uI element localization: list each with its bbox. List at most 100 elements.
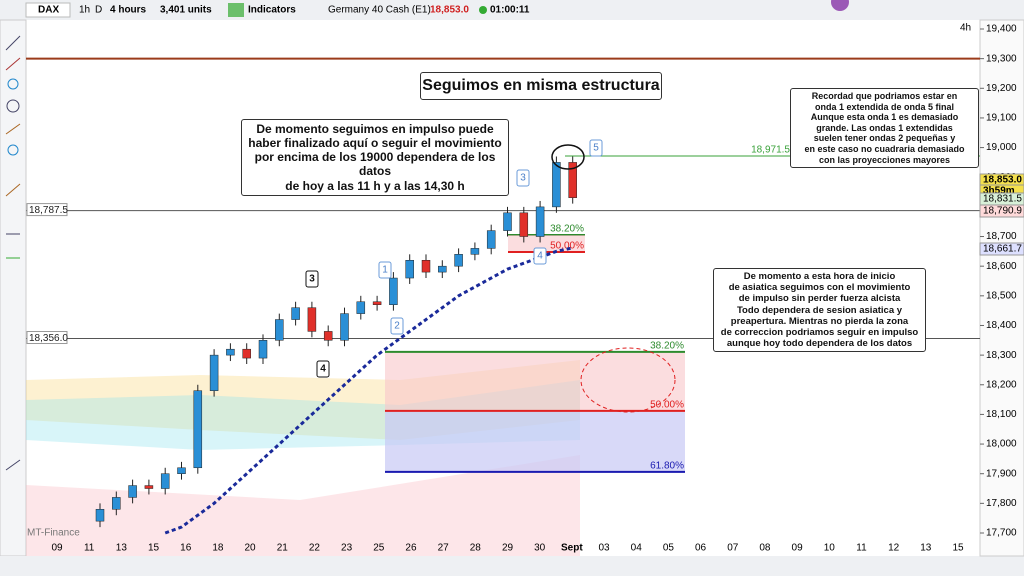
- tool-icon[interactable]: [5, 123, 21, 135]
- band: [26, 455, 580, 556]
- level-label: 18,787.5: [29, 205, 68, 216]
- y-axis-panel: [979, 19, 1024, 557]
- level-label: 18,971.5: [751, 145, 790, 156]
- y-tick-label: 19,000: [986, 142, 1017, 153]
- candle-body: [323, 331, 333, 341]
- candle-body: [535, 206, 545, 237]
- x-tick-label: 10: [824, 543, 836, 554]
- candle-body: [503, 212, 512, 231]
- note-line: preapertura. Mientras no pierda la zona: [730, 315, 909, 327]
- x-tick-label: 03: [598, 543, 610, 554]
- note-line: haber finalizado aquí o seguir el movimi…: [248, 136, 502, 151]
- candle-body: [356, 301, 366, 314]
- price-label-box: [979, 204, 1024, 218]
- tool-icon[interactable]: [5, 183, 21, 197]
- candle-body: [291, 307, 300, 320]
- note-line: de asiatica seguimos con el movimiento: [728, 282, 911, 294]
- y-tick-label: 18,000: [986, 439, 1017, 450]
- fib-label: 38.20%: [550, 224, 584, 235]
- tool-icon[interactable]: [7, 78, 19, 90]
- fib-zone: [385, 351, 685, 411]
- bottom-toolbar: [0, 556, 1024, 576]
- indicators-icon[interactable]: [228, 3, 244, 17]
- period[interactable]: 1h: [79, 5, 90, 16]
- price-label: 18,853.0: [983, 175, 1022, 186]
- wave-box: [533, 247, 547, 265]
- note-line: suelen tener ondas 2 pequeñas y: [813, 133, 956, 144]
- y-tick-label: 18,700: [986, 231, 1017, 242]
- candle-body: [405, 259, 414, 279]
- x-tick-label: 15: [148, 543, 160, 554]
- candle-body: [372, 301, 382, 305]
- target-zone: [580, 347, 676, 413]
- candle-body: [340, 313, 349, 341]
- wave-box: [378, 261, 392, 279]
- y-tick-label: 17,800: [986, 498, 1017, 509]
- candle-body: [177, 467, 186, 474]
- fib-zone: [508, 235, 585, 252]
- candle-body: [242, 348, 251, 359]
- candle-body: [258, 340, 268, 359]
- candle-body: [552, 162, 561, 208]
- price-label: 3h59m: [983, 186, 1015, 197]
- tool-icon[interactable]: [7, 144, 19, 156]
- x-tick-label: 09: [792, 543, 804, 554]
- x-tick-label: 16: [180, 543, 192, 554]
- instrument: Germany 40 Cash (E1): [328, 5, 431, 16]
- x-tick-label: 05: [663, 543, 675, 554]
- timeframe[interactable]: 4 hours: [110, 5, 147, 16]
- wave-label: 5: [593, 143, 599, 154]
- y-tick-label: 19,300: [986, 53, 1017, 64]
- timeframe-label: 4h: [960, 23, 971, 34]
- candle-body: [112, 497, 121, 510]
- candle-body: [226, 348, 235, 356]
- candle-body: [95, 509, 105, 522]
- note-line: Todo dependera de sesion asiatica y: [736, 304, 903, 316]
- x-tick-label: 15: [952, 543, 964, 554]
- candle-body: [454, 254, 463, 267]
- units[interactable]: 3,401 units: [160, 5, 212, 16]
- candle-body: [275, 319, 284, 341]
- x-tick-label: 18: [212, 543, 224, 554]
- x-tick-label: 07: [727, 543, 739, 554]
- note-line: De momento a esta hora de inicio: [743, 271, 896, 282]
- x-tick-label: Sept: [561, 543, 583, 554]
- indicators[interactable]: Indicators: [248, 5, 296, 16]
- x-tick-label: 29: [502, 543, 514, 554]
- wave-box: [516, 169, 530, 187]
- wave-box: [390, 317, 404, 335]
- period[interactable]: D: [95, 5, 102, 16]
- wave-label: 1: [382, 265, 388, 276]
- y-tick-label: 19,200: [986, 83, 1017, 94]
- clock: 01:00:11: [490, 5, 530, 16]
- wave-label: 2: [394, 321, 400, 332]
- candle-body: [421, 259, 431, 273]
- note-line: De momento seguimos en impulso puede: [256, 122, 494, 136]
- fib-label: 50.00%: [650, 399, 684, 410]
- note-line: en este caso no cuadraria demasiado: [804, 144, 965, 155]
- wave-label: 3: [309, 274, 315, 285]
- candle-body: [307, 307, 317, 332]
- tool-icon[interactable]: [5, 459, 21, 471]
- note-line: de correccion podriamos seguir en impuls…: [720, 327, 919, 339]
- symbol: DAX: [38, 5, 59, 16]
- x-tick-label: 13: [920, 543, 932, 554]
- tool-icon[interactable]: [6, 99, 20, 113]
- note-line: con las proyecciones mayores: [818, 154, 951, 165]
- fib-label: 50.00%: [550, 241, 584, 252]
- tool-icon[interactable]: [5, 35, 21, 51]
- fib-zone: [385, 410, 685, 472]
- candle-body: [486, 230, 496, 249]
- note-left: De momento seguimos en impulso puede habe…: [241, 119, 509, 196]
- y-tick-label: 18,500: [986, 290, 1017, 301]
- headline: Seguimos en misma estructura: [420, 72, 662, 100]
- x-tick-label: 04: [631, 543, 643, 554]
- highlight-circle: [551, 144, 585, 170]
- avatar[interactable]: [831, 0, 849, 11]
- note-line: onda 1 extendida de onda 5 final: [814, 101, 955, 112]
- tool-icon[interactable]: [5, 57, 21, 71]
- candle-body: [438, 265, 447, 273]
- symbol-box[interactable]: [25, 2, 71, 18]
- x-tick-label: 12: [888, 543, 900, 554]
